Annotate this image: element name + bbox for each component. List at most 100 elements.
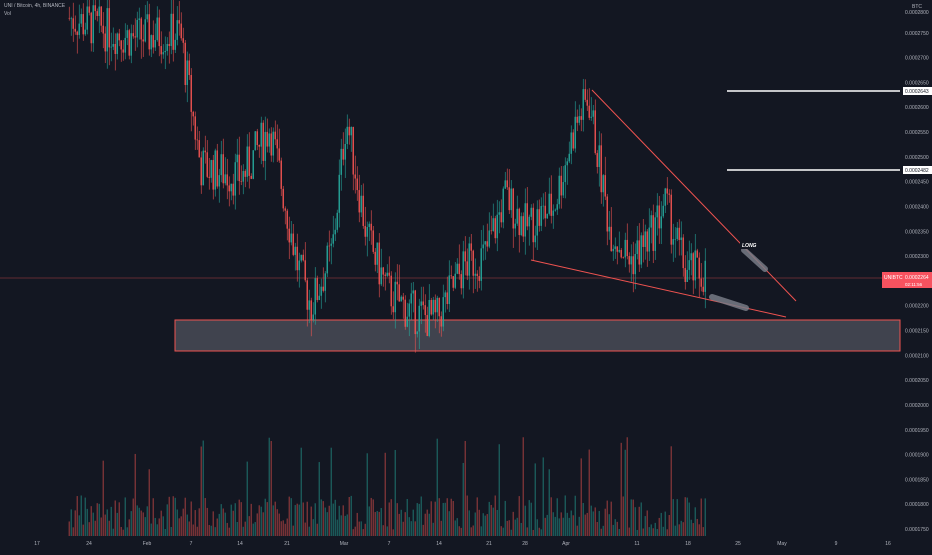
candle-body: [426, 315, 428, 336]
candle-body: [538, 209, 540, 226]
volume-bar: [168, 496, 170, 536]
candle-body: [220, 154, 222, 176]
projection-arrow-upper[interactable]: [741, 247, 768, 272]
volume-bar: [262, 512, 264, 536]
candle-body: [346, 126, 348, 145]
volume-bar: [458, 526, 460, 536]
candle-body: [454, 273, 456, 288]
candle-body: [404, 299, 406, 327]
axis-top-label: 0.0002800: [905, 10, 929, 16]
volume-bar: [410, 521, 412, 536]
volume-bar: [692, 523, 694, 536]
volume-bar: [214, 527, 216, 536]
volume-bar: [106, 509, 108, 536]
candle-body: [640, 235, 642, 265]
volume-bar: [284, 523, 286, 536]
volume-bar: [166, 504, 168, 536]
volume-bar: [624, 449, 626, 536]
volume-bar: [242, 526, 244, 536]
volume-bar: [398, 513, 400, 536]
candle-body: [342, 148, 344, 160]
volume-bar: [516, 517, 518, 536]
price-tick-label: 0.0002150: [905, 329, 929, 335]
price-axis[interactable]: BTC 0.0002800 0.0002750 0.0002700 0.000265…: [905, 4, 929, 533]
candle-body: [422, 301, 424, 306]
candle-body: [636, 240, 638, 255]
volume-bar: [656, 528, 658, 536]
candle-body: [654, 217, 656, 251]
candle-body: [572, 132, 574, 149]
volume-bar: [70, 509, 72, 536]
support-zone[interactable]: [174, 319, 901, 352]
candle-body: [324, 273, 326, 291]
candle-body: [186, 60, 188, 85]
volume-bar: [574, 495, 576, 536]
time-tick-label: 14: [436, 541, 442, 547]
candle-body: [80, 14, 82, 24]
volume-bar: [146, 506, 148, 536]
volume-bar: [158, 518, 160, 536]
volume-bar: [546, 514, 548, 536]
volume-bar: [570, 510, 572, 536]
volume-bar: [154, 517, 156, 536]
volume-bar: [164, 528, 166, 536]
volume-bar: [134, 453, 136, 536]
volume-bar: [620, 442, 622, 536]
volume-bar: [704, 498, 706, 536]
candle-body: [172, 13, 174, 50]
volume-label: Vol: [4, 11, 11, 17]
volume-bar: [366, 453, 368, 536]
candle-body: [694, 250, 696, 281]
volume-bar: [286, 518, 288, 536]
candle-body: [646, 231, 648, 252]
candle-body: [588, 105, 590, 118]
volume-bar: [660, 512, 662, 536]
volume-bar: [554, 516, 556, 536]
candle-body: [446, 292, 448, 304]
candle-body: [594, 110, 596, 154]
candle-body: [286, 210, 288, 229]
time-axis[interactable]: 17 24 Feb 7 14 21 Mar 7 14 21 28 Apr 11 18 25 May 9 16: [34, 541, 891, 547]
volume-bar: [132, 498, 134, 536]
candle-body: [196, 139, 198, 141]
candle-body: [108, 8, 110, 48]
candle-body: [624, 239, 626, 258]
candle-body: [678, 227, 680, 241]
candle-body: [462, 251, 464, 289]
volume-bar: [276, 509, 278, 536]
candle-body: [164, 50, 166, 53]
candle-body: [514, 223, 516, 229]
candle-body: [540, 206, 542, 226]
volume-bar: [332, 503, 334, 536]
candle-body: [400, 296, 402, 302]
volume-bar: [182, 508, 184, 536]
volume-bar: [192, 524, 194, 536]
volume-bar: [700, 498, 702, 536]
volume-bar: [272, 505, 274, 536]
volume-bar: [140, 510, 142, 536]
volume-bar: [464, 440, 466, 536]
volume-bar: [186, 514, 188, 536]
time-tick-label: Mar: [340, 541, 349, 547]
volume-bar: [586, 512, 588, 536]
candle-body: [620, 249, 622, 258]
volume-bar: [556, 498, 558, 536]
candle-body: [692, 253, 694, 281]
volume-bar: [296, 503, 298, 536]
candle-body: [300, 254, 302, 261]
long-label[interactable]: LONG: [742, 243, 757, 249]
symbol-title[interactable]: UNI / Bitcoin, 4h, BINANCE: [4, 3, 66, 9]
candle-body: [396, 281, 398, 285]
candle-body: [256, 131, 258, 146]
candle-body: [284, 208, 286, 211]
volume-bar: [604, 508, 606, 536]
volume-bar: [416, 503, 418, 536]
candle-body: [350, 127, 352, 136]
candle-body: [376, 242, 378, 265]
volume-bar: [670, 446, 672, 536]
volume-bar: [288, 496, 290, 536]
projection-arrow-lower[interactable]: [709, 294, 749, 311]
